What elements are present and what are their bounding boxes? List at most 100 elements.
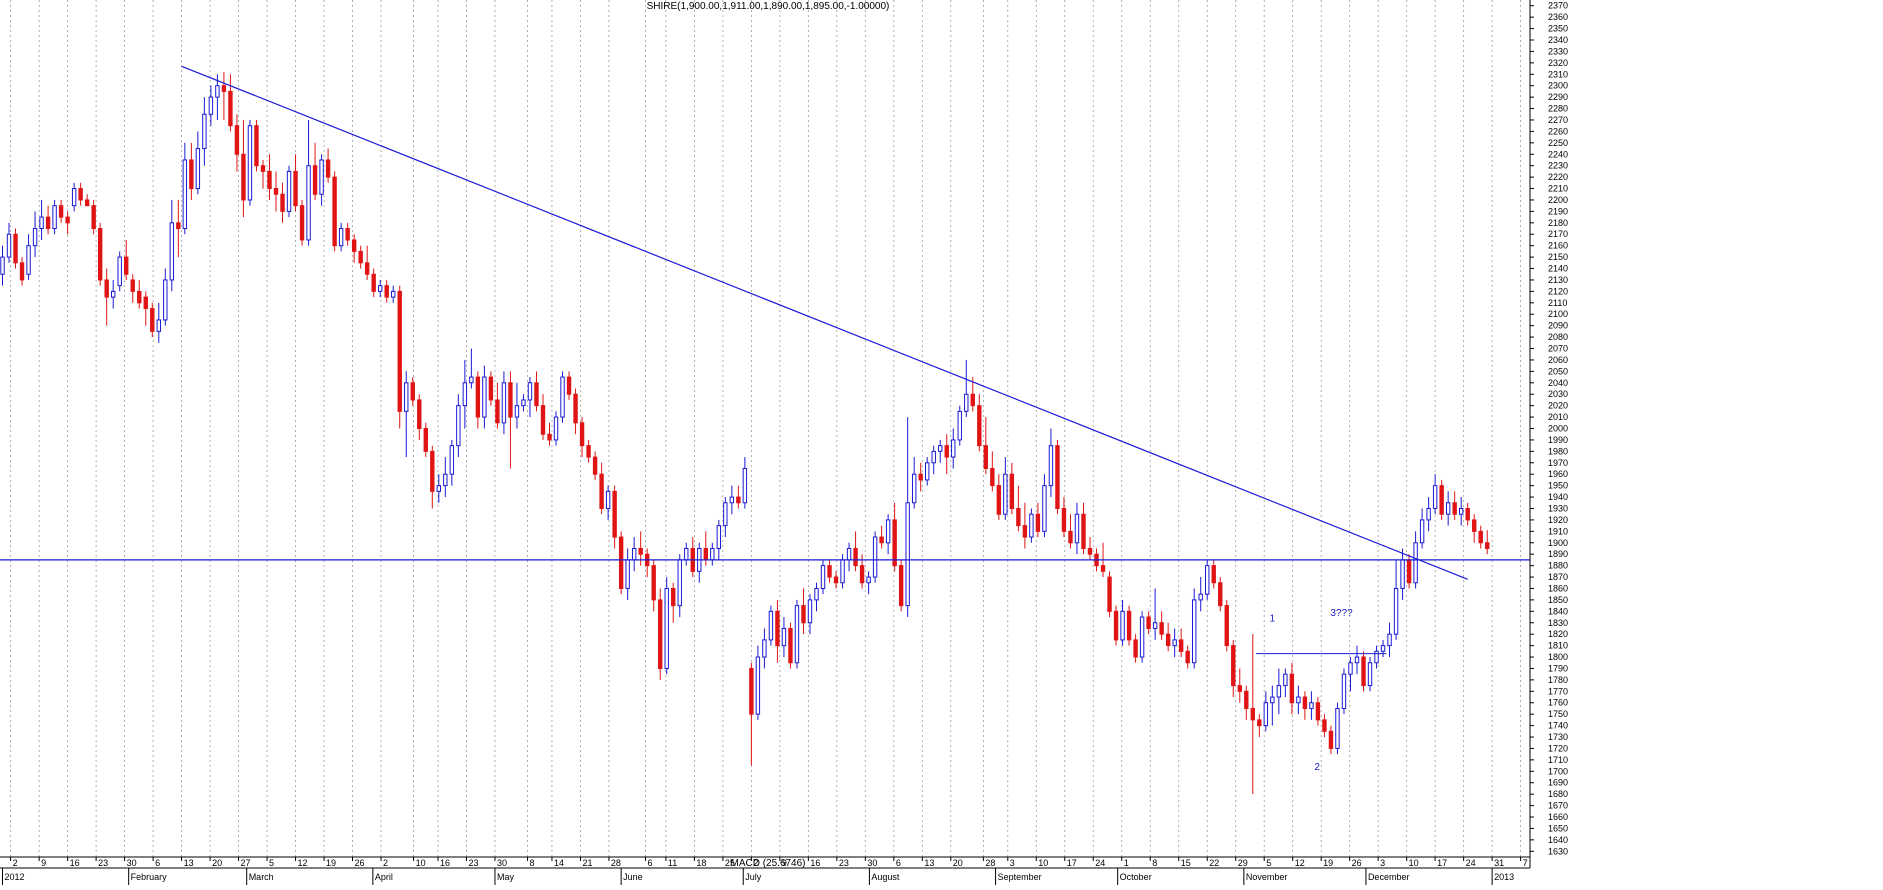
candle-down bbox=[345, 228, 350, 241]
x-tick-label: 20 bbox=[953, 858, 963, 868]
x-tick-label: 22 bbox=[1209, 858, 1219, 868]
x-tick-label: 20 bbox=[212, 858, 222, 868]
x-tick-label: 30 bbox=[127, 858, 137, 868]
x-tick-label: 13 bbox=[184, 858, 194, 868]
candle-down bbox=[299, 205, 305, 241]
candle-up bbox=[1413, 542, 1418, 584]
candle-down bbox=[833, 576, 839, 584]
candle-down bbox=[364, 262, 370, 275]
y-tick-label: 2300 bbox=[1548, 81, 1568, 91]
y-tick-label: 1650 bbox=[1548, 823, 1568, 833]
y-tick-label: 2010 bbox=[1548, 412, 1568, 422]
candle-up bbox=[710, 547, 715, 561]
chart-annotation: 1 bbox=[1270, 614, 1276, 625]
y-tick-label: 2340 bbox=[1548, 35, 1568, 45]
candle-down bbox=[775, 610, 780, 647]
candle-up bbox=[1367, 662, 1373, 687]
candle-up bbox=[964, 393, 969, 412]
candle-down bbox=[827, 565, 832, 578]
x-tick-label: 30 bbox=[497, 858, 507, 868]
x-tick-label: 23 bbox=[468, 858, 478, 868]
y-tick-label: 1930 bbox=[1548, 503, 1568, 513]
y-tick-label: 2000 bbox=[1548, 424, 1568, 434]
candle-down bbox=[1107, 576, 1112, 612]
y-tick-label: 2210 bbox=[1548, 184, 1568, 194]
candle-up bbox=[560, 376, 565, 418]
candle-up bbox=[286, 170, 292, 212]
x-tick-label: 9 bbox=[41, 858, 46, 868]
y-tick-label: 1830 bbox=[1548, 618, 1568, 628]
candle-up bbox=[716, 525, 722, 549]
x-tick-label: 10 bbox=[416, 858, 426, 868]
candle-up bbox=[1400, 559, 1405, 589]
candle-up bbox=[664, 587, 669, 669]
candle-up bbox=[1042, 485, 1047, 532]
y-tick-label: 2280 bbox=[1548, 104, 1568, 114]
y-tick-label: 2240 bbox=[1548, 149, 1568, 159]
candle-down bbox=[1224, 605, 1229, 647]
chart-annotation: 3??? bbox=[1330, 608, 1353, 619]
y-tick-label: 2180 bbox=[1548, 218, 1568, 228]
candle-up bbox=[1458, 507, 1464, 515]
y-tick-label: 1630 bbox=[1548, 846, 1568, 856]
candle-up bbox=[872, 536, 878, 578]
candle-down bbox=[1315, 702, 1321, 721]
candle-down bbox=[586, 445, 591, 458]
candle-up bbox=[26, 245, 31, 275]
candle-down bbox=[176, 222, 181, 230]
y-tick-label: 2190 bbox=[1548, 206, 1568, 216]
candle-up bbox=[1393, 587, 1399, 635]
candle-up bbox=[449, 445, 455, 475]
candle-up bbox=[631, 547, 637, 561]
candle-down bbox=[618, 536, 624, 589]
month-label: June bbox=[623, 872, 643, 882]
candle-up bbox=[1432, 485, 1438, 509]
y-tick-label: 1660 bbox=[1548, 812, 1568, 822]
candle-up bbox=[182, 159, 188, 230]
y-tick-label: 1810 bbox=[1548, 641, 1568, 651]
candle-up bbox=[156, 319, 161, 332]
candle-down bbox=[488, 376, 494, 401]
candle-up bbox=[1348, 662, 1353, 675]
x-tick-label: 7 bbox=[1523, 858, 1528, 868]
candle-down bbox=[410, 382, 415, 401]
y-tick-label: 1780 bbox=[1548, 675, 1568, 685]
y-tick-label: 2050 bbox=[1548, 366, 1568, 376]
trend-lines bbox=[0, 65, 1530, 655]
candle-up bbox=[1263, 702, 1269, 727]
candle-down bbox=[358, 250, 363, 264]
y-tick-label: 1880 bbox=[1548, 561, 1568, 571]
x-tick-label: 24 bbox=[1095, 858, 1105, 868]
candle-down bbox=[983, 445, 989, 469]
candle-down bbox=[45, 216, 51, 230]
candle-up bbox=[768, 610, 774, 641]
candle-down bbox=[1361, 656, 1366, 687]
y-tick-label: 1770 bbox=[1548, 686, 1568, 696]
candle-up bbox=[319, 159, 324, 195]
candle-down bbox=[221, 85, 227, 92]
candle-down bbox=[1257, 719, 1262, 727]
candle-up bbox=[1426, 507, 1431, 521]
y-tick-label: 1990 bbox=[1548, 435, 1568, 445]
candle-down bbox=[1146, 616, 1151, 629]
y-tick-label: 1750 bbox=[1548, 709, 1568, 719]
y-tick-label: 2290 bbox=[1548, 92, 1568, 102]
y-tick-label: 2220 bbox=[1548, 172, 1568, 182]
y-tick-label: 2100 bbox=[1548, 309, 1568, 319]
candle-up bbox=[729, 496, 735, 504]
month-label: 2012 bbox=[5, 872, 25, 882]
y-tick-label: 1690 bbox=[1548, 778, 1568, 788]
x-tick-label: 15 bbox=[1181, 858, 1191, 868]
candle-down bbox=[853, 547, 858, 567]
y-tick-label: 2260 bbox=[1548, 126, 1568, 136]
candle-down bbox=[1302, 696, 1308, 709]
y-tick-label: 1910 bbox=[1548, 526, 1568, 536]
x-tick-label: 14 bbox=[554, 858, 564, 868]
candle-down bbox=[1237, 685, 1242, 692]
candle-down bbox=[65, 216, 70, 224]
x-tick-label: 10 bbox=[1038, 858, 1048, 868]
chart-title: SHIRE(1,900.00,1,911.00,1,890.00,1,895.0… bbox=[647, 1, 890, 12]
x-tick-label: 16 bbox=[440, 858, 450, 868]
candle-down bbox=[658, 599, 663, 669]
